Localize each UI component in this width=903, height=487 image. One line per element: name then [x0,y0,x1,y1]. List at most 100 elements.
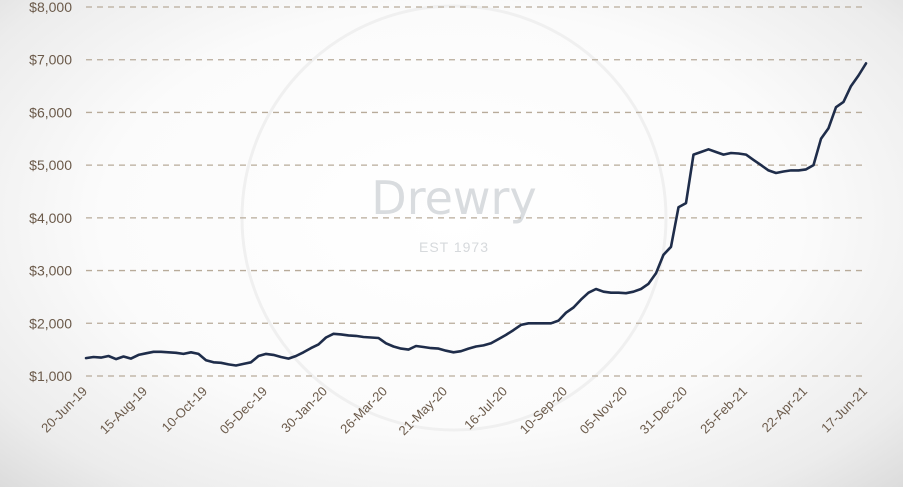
y-tick-label: $3,000 [29,263,72,279]
data-point [205,359,207,362]
data-point [295,355,297,357]
data-point [527,322,530,325]
data-point [745,153,747,156]
data-point [137,354,140,356]
data-point [655,272,657,275]
data-point [467,347,470,350]
watermark-tagline: EST 1973 [419,239,489,255]
data-point [857,74,860,77]
data-point [392,345,395,348]
data-point [805,168,807,171]
data-point [595,288,597,290]
data-point [175,351,177,354]
y-tick-label: $7,000 [29,52,72,68]
x-tick-label: 05-Dec-19 [217,384,271,438]
series-layer [84,62,868,367]
x-tick-label: 22-Apr-21 [759,384,810,435]
data-point [610,291,612,294]
data-point [340,333,342,336]
x-tick-label: 15-Aug-19 [97,384,151,438]
data-point [287,357,290,360]
data-point [505,333,507,336]
data-point [460,350,462,353]
data-point [377,337,380,339]
data-point [437,347,440,350]
data-point [602,290,605,293]
data-point [865,62,867,65]
data-point [272,354,275,356]
data-point [160,350,162,353]
data-point [752,158,755,161]
data-point [760,164,762,167]
data-point [325,336,327,339]
data-point [107,355,110,357]
data-point [820,137,822,140]
data-point [512,329,515,332]
data-point [430,347,432,349]
data-point [692,153,695,156]
data-point [550,322,552,325]
data-point [475,345,477,348]
data-point [572,306,575,309]
data-point [790,169,792,172]
y-tick-label: $4,000 [29,210,72,226]
data-point [565,311,567,314]
x-tick-label: 17-Jun-21 [818,384,870,436]
data-point [407,348,410,351]
x-tick-label: 26-Mar-20 [337,384,390,437]
data-point [587,291,590,294]
x-tick-label: 10-Oct-19 [159,384,210,435]
x-tick-label: 20-Jun-19 [38,384,90,436]
data-point [415,345,417,347]
data-point [542,322,545,325]
data-point [445,349,447,352]
data-point [400,347,402,350]
data-point [520,323,522,326]
data-point [700,151,702,153]
x-tick-label: 05-Nov-20 [577,384,631,438]
data-point [347,334,350,337]
y-tick-label: $6,000 [29,104,72,120]
y-tick-label: $2,000 [29,315,72,331]
data-point [92,356,95,358]
data-point [130,357,132,360]
y-tick-label: $1,000 [29,368,72,384]
data-point [100,356,102,359]
data-point [355,335,357,337]
data-point [685,202,687,204]
x-tick-label: 31-Dec-20 [637,384,691,438]
data-point [640,288,642,290]
data-point [452,351,455,354]
data-point [850,85,852,87]
data-point [535,322,537,325]
x-tick-label: 25-Feb-21 [697,384,750,437]
data-point [707,148,710,151]
data-point [730,152,732,154]
data-point [242,362,245,365]
data-point [782,170,785,173]
data-point [835,106,837,109]
data-point [625,292,627,295]
data-point [310,347,312,349]
data-point [632,290,635,293]
data-point [422,346,425,348]
data-point [362,336,365,338]
data-point [145,352,147,355]
gridlines [86,6,866,377]
data-point [250,361,252,364]
y-tick-label: $8,000 [29,0,72,15]
data-point [670,245,672,248]
y-tick-label: $5,000 [29,157,72,173]
data-point [647,282,650,285]
data-point [617,291,620,294]
data-point [190,351,192,354]
data-point [497,338,500,340]
data-point [235,364,237,367]
watermark: Drewry EST 1973 [240,4,668,432]
data-point [257,355,260,357]
data-point [370,336,372,339]
data-point [332,332,335,335]
y-axis: $1,000 $2,000 $3,000 $4,000 $5,000 $6,000 $7,0… [29,0,72,384]
